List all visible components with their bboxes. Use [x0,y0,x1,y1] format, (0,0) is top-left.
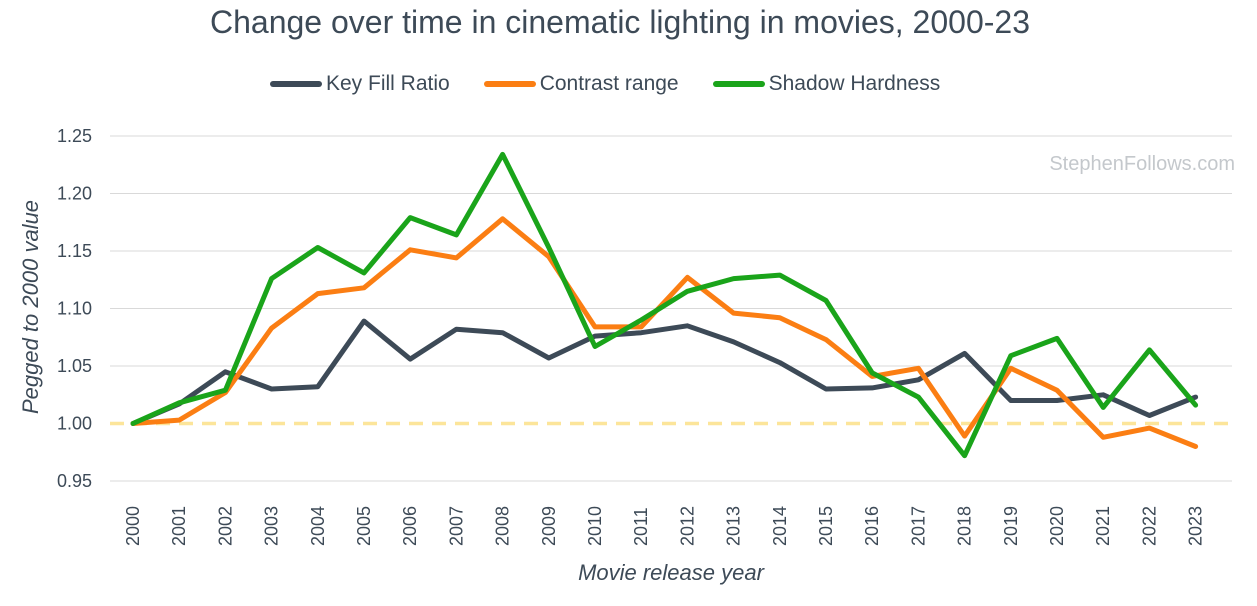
series-line-contrast-range [130,216,1199,449]
y-tick-label: 1.20 [57,184,92,204]
y-tick-label: 1.15 [57,241,92,261]
legend-item-shadow-hardness: Shadow Hardness [712,72,941,96]
x-tick-label: 2005 [354,506,374,546]
x-tick-label: 2018 [955,506,975,546]
legend-label-key-fill-ratio: Key Fill Ratio [326,72,450,95]
legend-item-key-fill-ratio: Key Fill Ratio [270,72,450,96]
legend-swatch-contrast-range [483,81,536,87]
x-tick-label: 2010 [585,506,605,546]
series-line-shadow-hardness [130,151,1199,459]
x-tick-label: 2006 [400,506,420,546]
chart-title: Change over time in cinematic lighting i… [210,4,1030,40]
x-tick-label: 2020 [1047,506,1067,546]
x-tick-label: 2019 [1001,506,1021,546]
x-tick-label: 2002 [215,506,235,546]
x-tick-label: 2008 [493,506,513,546]
legend-swatch-key-fill-ratio [270,81,322,87]
x-tick-label: 2000 [123,506,143,546]
legend-swatch-shadow-hardness [712,81,765,87]
x-tick-label: 2003 [262,506,282,546]
x-tick-label: 2004 [308,506,328,546]
legend: Key Fill Ratio Contrast range Shadow Har… [270,72,974,96]
watermark: StephenFollows.com [1049,153,1235,175]
y-tick-label: 1.05 [57,356,92,376]
series-lines [130,151,1199,459]
legend-label-contrast-range: Contrast range [539,72,679,95]
y-tick-label: 1.25 [57,126,92,146]
y-tick-label: 0.95 [57,471,92,491]
y-axis-ticks: 0.95 1.00 1.05 1.10 1.15 1.20 1.25 [57,126,92,491]
x-tick-label: 2011 [631,507,651,546]
x-tick-label: 2014 [770,506,790,546]
x-tick-label: 2023 [1186,506,1206,546]
x-tick-label: 2013 [724,506,744,546]
x-tick-label: 2012 [677,506,697,546]
y-tick-label: 1.00 [57,414,92,434]
x-axis-title: Movie release year [578,560,766,585]
x-tick-label: 2015 [816,506,836,546]
legend-label-shadow-hardness: Shadow Hardness [768,72,941,95]
x-tick-label: 2021 [1093,506,1113,546]
legend-item-contrast-range: Contrast range [483,72,679,96]
x-tick-label: 2001 [169,506,189,546]
x-tick-label: 2007 [446,506,466,546]
y-tick-label: 1.10 [57,299,92,319]
x-axis-ticks: 2000 2001 2002 2003 2004 2005 2006 2007 2008 2009… [123,506,1206,546]
x-tick-label: 2022 [1139,506,1159,546]
x-tick-label: 2016 [862,506,882,546]
x-tick-label: 2009 [539,506,559,546]
series-line-key-fill-ratio [130,318,1199,426]
x-tick-label: 2017 [908,506,928,546]
y-axis-title: Pegged to 2000 value [18,200,43,414]
gridlines [110,135,1232,482]
